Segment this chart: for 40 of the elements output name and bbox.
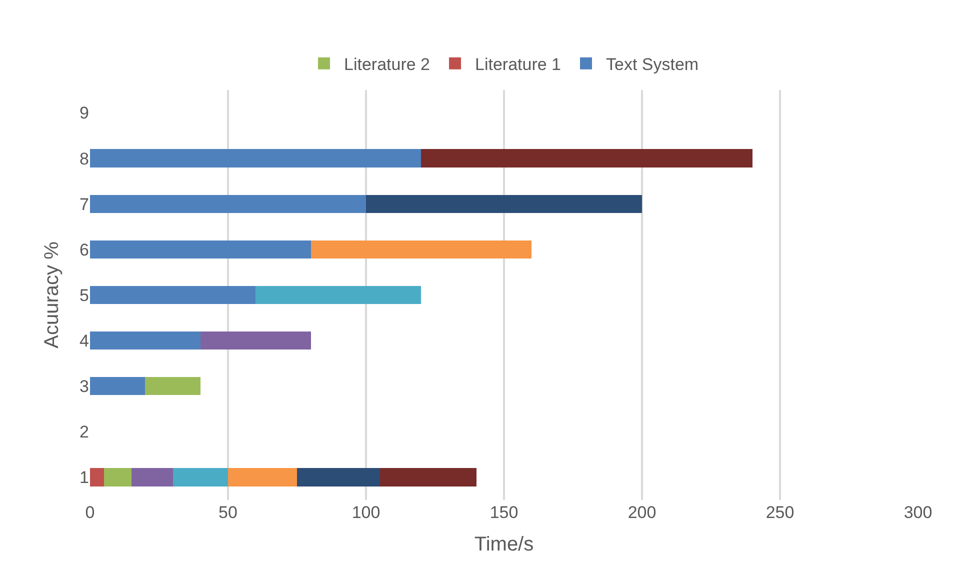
bar <box>90 149 422 168</box>
bar <box>90 331 200 350</box>
bar <box>297 468 380 486</box>
y-tick-label: 3 <box>80 377 89 396</box>
x-tick-label: 200 <box>628 503 656 522</box>
bar <box>310 240 532 259</box>
y-tick-label: 8 <box>80 149 89 168</box>
bar <box>90 377 146 396</box>
y-tick-label: 5 <box>80 286 89 305</box>
x-tick-label: 150 <box>490 503 518 522</box>
bar <box>172 468 228 486</box>
legend-label: Text System <box>606 54 699 74</box>
y-tick-label: 4 <box>80 332 89 351</box>
bar <box>256 286 422 304</box>
bar <box>380 468 476 486</box>
bar <box>131 468 173 486</box>
x-tick-label: 300 <box>904 503 932 522</box>
bar <box>366 194 642 213</box>
x-tick-label: 0 <box>85 503 95 522</box>
y-tick-label: 9 <box>80 104 89 123</box>
x-tick-label: 50 <box>218 503 238 522</box>
legend-label: Literature 2 <box>344 54 430 74</box>
y-axis-title: Acuuracy % <box>41 241 64 348</box>
y-tick-label: 2 <box>80 422 89 442</box>
bar <box>90 240 311 259</box>
x-tick-label: 100 <box>352 503 380 522</box>
bar <box>228 468 297 486</box>
bar <box>90 286 256 304</box>
bar <box>145 377 200 396</box>
x-axis-title: Time/s <box>474 534 534 556</box>
bar <box>200 331 311 350</box>
y-tick-label: 7 <box>80 194 89 214</box>
y-tick-label: 1 <box>80 468 89 488</box>
x-tick-label: 250 <box>766 503 794 522</box>
bar <box>421 149 752 168</box>
bar <box>90 468 104 486</box>
bar <box>104 468 132 486</box>
legend-label: Literature 1 <box>475 54 561 74</box>
bar <box>90 194 366 213</box>
y-tick-label: 6 <box>80 240 89 260</box>
